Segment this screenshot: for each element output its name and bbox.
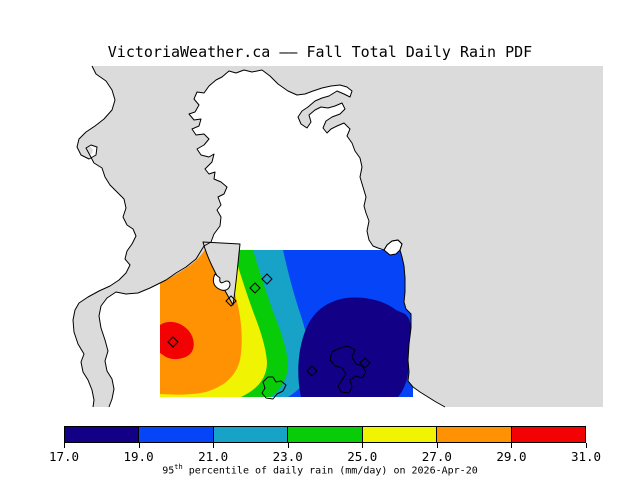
- colorbar-segment: [139, 427, 214, 442]
- colorbar-segment: [437, 427, 512, 442]
- coast-west: [72, 65, 137, 408]
- colorbar-tick-label: 23.0: [272, 449, 303, 464]
- colorbar-segment: [362, 427, 438, 442]
- station-marker[interactable]: [359, 357, 371, 369]
- colorbar-tick-label: 19.0: [123, 449, 154, 464]
- station-marker[interactable]: [167, 336, 179, 348]
- colorbar-segment: [288, 427, 363, 442]
- colorbar-tick: [362, 443, 364, 448]
- station-marker[interactable]: [261, 273, 273, 285]
- caption-rest: percentile of daily rain (mm/day) on 202…: [182, 465, 478, 477]
- colorbar-tick-label: 27.0: [421, 449, 452, 464]
- colorbar-segment: [65, 427, 140, 442]
- colorbar-tick: [138, 443, 140, 448]
- colorbar-tick: [213, 443, 215, 448]
- caption-prefix: 95: [162, 465, 175, 477]
- colorbar-tick: [436, 443, 438, 448]
- island-discovery-outline: [329, 345, 367, 394]
- colorbar: [64, 426, 586, 443]
- colorbar-tick-label: 29.0: [496, 449, 527, 464]
- station-marker[interactable]: [225, 295, 237, 307]
- land-sw-strip: [99, 283, 160, 407]
- inlet-south-overlay: [160, 246, 207, 283]
- coast-peninsula-west: [98, 69, 263, 408]
- contour-navy: [298, 297, 411, 397]
- island-trial-outline: [261, 376, 287, 400]
- colorbar-tick: [287, 443, 289, 448]
- wedge-spit: [212, 273, 231, 291]
- colorbar-tick-label: 21.0: [198, 449, 229, 464]
- colorbar-tick: [586, 443, 587, 448]
- colorbar-tick-label: 31.0: [570, 449, 602, 464]
- colorbar-segment: [511, 427, 585, 442]
- colorbar-ticks: [64, 443, 587, 448]
- colorbar-segment: [213, 427, 289, 442]
- coast-peninsula-east: [261, 69, 446, 408]
- sea-east-overlay: [400, 250, 603, 407]
- station-marker[interactable]: [249, 282, 261, 294]
- colorbar-tick-label: 25.0: [347, 449, 378, 464]
- colorbar-caption: 95th percentile of daily rain (mm/day) o…: [0, 463, 640, 476]
- colorbar-tick: [64, 443, 65, 448]
- caption-superscript: th: [174, 463, 183, 471]
- land-west: [0, 66, 136, 407]
- colorbar-tick: [511, 443, 513, 448]
- colorbar-tick-labels: 17.0 19.0 21.0 23.0 25.0 27.0 29.0 31.0: [0, 449, 640, 464]
- station-marker[interactable]: [306, 365, 318, 377]
- colorbar-tick-label: 17.0: [48, 449, 80, 464]
- inlet-wedge: [202, 241, 241, 306]
- chart-title: VictoriaWeather.ca —— Fall Total Daily R…: [107, 43, 533, 61]
